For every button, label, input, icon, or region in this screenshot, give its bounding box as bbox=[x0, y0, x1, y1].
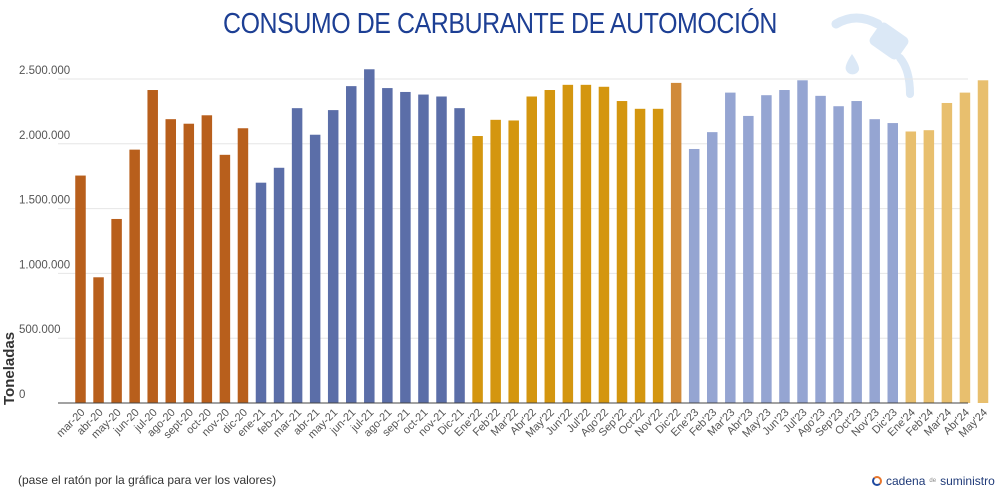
bars bbox=[75, 69, 989, 404]
bar-May'23[interactable] bbox=[761, 95, 772, 403]
bar-jul-20[interactable] bbox=[147, 90, 158, 404]
bar-May'22[interactable] bbox=[544, 90, 556, 404]
bar-Ene'23[interactable] bbox=[688, 148, 700, 403]
bar-abr-21[interactable] bbox=[309, 134, 321, 403]
y-axis-ticks: 0 500.000 1.000.000 1.500.000 2.000.000 2.500… bbox=[19, 65, 70, 401]
bar-sept-20[interactable] bbox=[183, 123, 195, 403]
cadena-logo-icon bbox=[872, 476, 882, 486]
bar-ago-21[interactable] bbox=[382, 88, 393, 404]
bar-sep-21[interactable] bbox=[400, 91, 411, 404]
bar-Sep'22[interactable] bbox=[616, 101, 628, 404]
bar-jul-21[interactable] bbox=[364, 69, 375, 403]
bar-mar-21[interactable] bbox=[291, 108, 303, 403]
bar-Abr'23[interactable] bbox=[743, 115, 754, 403]
x-axis-ticks: mar-20abr-20may-20jun-20jul-20ago-20sept… bbox=[54, 407, 990, 441]
bar-Mar'22[interactable] bbox=[508, 120, 519, 404]
y-axis-label: Toneladas bbox=[1, 332, 18, 405]
bar-may-21[interactable] bbox=[327, 110, 339, 403]
bar-Feb'22[interactable] bbox=[490, 119, 501, 403]
y-tick-label: 1.500.000 bbox=[19, 195, 70, 207]
y-tick-label: 2.000.000 bbox=[19, 130, 70, 142]
bar-Nov'22[interactable] bbox=[652, 108, 664, 404]
y-tick-label: 1.000.000 bbox=[19, 259, 70, 271]
bar-Dic'22[interactable] bbox=[670, 82, 682, 403]
footnote: (pase el ratón por la gráfica para ver l… bbox=[18, 473, 277, 487]
bar-feb-21[interactable] bbox=[273, 167, 285, 403]
brand-name-b: suministro bbox=[940, 474, 995, 488]
bar-Ene'24[interactable] bbox=[905, 131, 917, 403]
y-tick-label: 0 bbox=[19, 389, 25, 401]
bar-Dic'23[interactable] bbox=[887, 123, 899, 404]
fuel-pump-icon bbox=[831, 13, 914, 98]
bar-May'24[interactable] bbox=[977, 80, 989, 404]
bar-Dic-21[interactable] bbox=[454, 108, 465, 403]
bar-oct-21[interactable] bbox=[418, 94, 429, 403]
bar-nov-21[interactable] bbox=[436, 96, 447, 403]
y-tick-label: 500.000 bbox=[19, 324, 61, 336]
bar-Mar'24[interactable] bbox=[941, 102, 953, 403]
bar-Jun'22[interactable] bbox=[562, 84, 574, 403]
bar-jun-20[interactable] bbox=[129, 149, 140, 403]
bar-Mar'23[interactable] bbox=[725, 92, 736, 403]
bar-abr-20[interactable] bbox=[93, 277, 104, 403]
bar-Ago'22[interactable] bbox=[598, 86, 610, 403]
bar-Sep'23[interactable] bbox=[833, 106, 844, 403]
bar-jun-21[interactable] bbox=[346, 86, 357, 404]
bar-ago-20[interactable] bbox=[165, 119, 177, 404]
bar-may-20[interactable] bbox=[111, 218, 122, 403]
bar-Jul'22[interactable] bbox=[580, 84, 592, 403]
bar-oct-20[interactable] bbox=[201, 115, 213, 404]
bar-Oct'22[interactable] bbox=[634, 108, 646, 404]
bar-mar-20[interactable] bbox=[75, 175, 86, 403]
bar-Feb'24[interactable] bbox=[923, 130, 935, 403]
brand-logo[interactable]: cadena de suministro bbox=[872, 474, 995, 488]
bar-Ago'23[interactable] bbox=[815, 95, 826, 404]
bar-Feb'23[interactable] bbox=[707, 132, 718, 404]
bar-Nov'23[interactable] bbox=[869, 119, 880, 404]
bar-Jun'23[interactable] bbox=[779, 90, 790, 404]
bar-nov-20[interactable] bbox=[219, 154, 231, 403]
y-tick-label: 2.500.000 bbox=[19, 65, 70, 77]
bar-Oct'23[interactable] bbox=[851, 101, 862, 404]
bar-Ene'22[interactable] bbox=[472, 136, 483, 404]
brand-name-small: de bbox=[929, 478, 937, 484]
bar-chart[interactable]: 0 500.000 1.000.000 1.500.000 2.000.000 2.500… bbox=[0, 0, 1000, 470]
bar-Jul'23[interactable] bbox=[797, 80, 808, 404]
bar-dic-20[interactable] bbox=[237, 128, 249, 404]
bar-Abr'22[interactable] bbox=[526, 96, 538, 403]
bar-ene-21[interactable] bbox=[255, 182, 267, 403]
chart-title: CONSUMO DE CARBURANTE DE AUTOMOCIÓN bbox=[222, 8, 778, 40]
brand-name-a: cadena bbox=[886, 474, 926, 488]
bar-Abr'24[interactable] bbox=[959, 92, 971, 403]
